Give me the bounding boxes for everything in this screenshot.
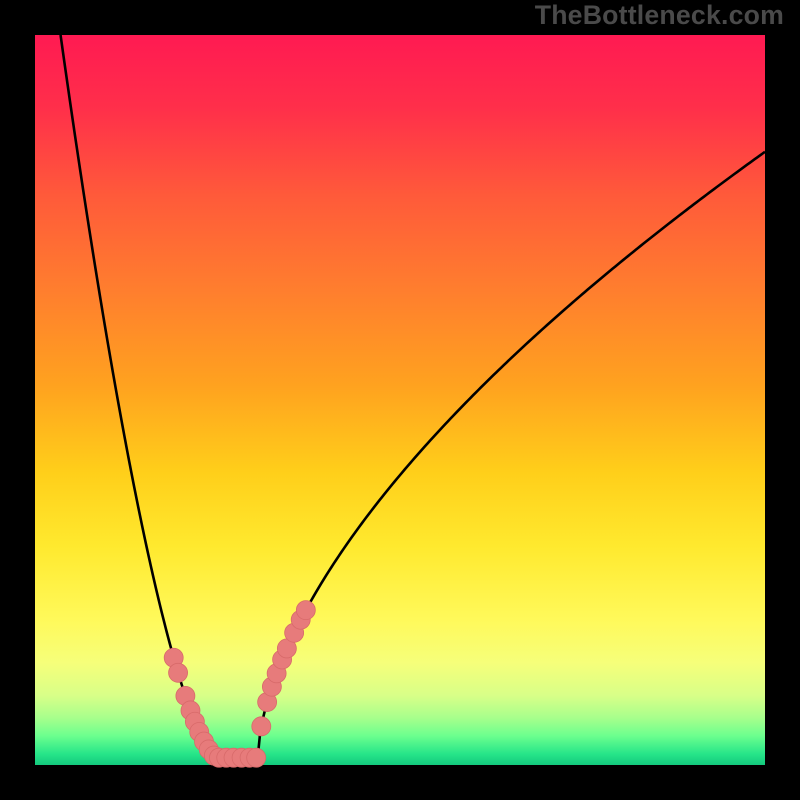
watermark-text: TheBottleneck.com <box>535 0 784 31</box>
chart-stage: TheBottleneck.com <box>0 0 800 800</box>
plot-background <box>35 35 765 765</box>
data-dot <box>247 748 266 767</box>
data-dot <box>296 601 315 620</box>
chart-svg <box>0 0 800 800</box>
data-dot <box>252 717 271 736</box>
data-dot <box>169 663 188 682</box>
